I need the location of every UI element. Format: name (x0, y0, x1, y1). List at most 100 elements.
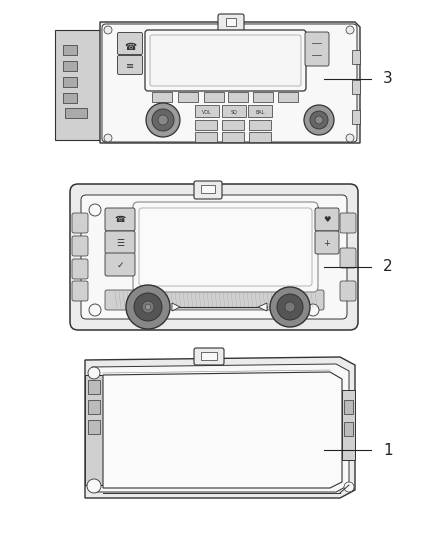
Bar (204, 92, 224, 102)
Bar (342, 390, 355, 460)
Circle shape (315, 116, 323, 124)
Circle shape (307, 304, 319, 316)
Circle shape (104, 26, 112, 34)
Bar (63, 93, 77, 103)
FancyBboxPatch shape (133, 202, 318, 292)
FancyBboxPatch shape (218, 14, 244, 32)
Bar (222, 105, 246, 117)
Circle shape (346, 134, 354, 142)
Bar (201, 185, 215, 193)
Circle shape (307, 204, 319, 216)
Bar (152, 92, 172, 102)
FancyBboxPatch shape (315, 231, 339, 254)
Bar (344, 400, 353, 414)
Bar (228, 92, 248, 102)
Circle shape (158, 115, 168, 125)
FancyBboxPatch shape (105, 231, 135, 254)
FancyBboxPatch shape (117, 55, 142, 75)
Bar (178, 92, 198, 102)
Circle shape (277, 294, 303, 320)
Text: +: + (324, 238, 330, 247)
Bar (226, 18, 236, 26)
Bar (63, 45, 77, 55)
Text: ☰: ☰ (116, 238, 124, 247)
Circle shape (152, 109, 174, 131)
Circle shape (304, 105, 334, 135)
Bar (65, 108, 87, 118)
FancyBboxPatch shape (150, 35, 301, 86)
FancyBboxPatch shape (105, 253, 135, 276)
Circle shape (344, 482, 354, 492)
FancyBboxPatch shape (315, 208, 339, 231)
Circle shape (88, 367, 100, 379)
Circle shape (89, 304, 101, 316)
Text: ☎: ☎ (124, 42, 136, 52)
Polygon shape (258, 303, 267, 311)
Polygon shape (55, 30, 100, 140)
FancyBboxPatch shape (340, 213, 356, 233)
Bar (222, 132, 244, 142)
Circle shape (126, 285, 170, 329)
Text: ✓: ✓ (116, 261, 124, 270)
Bar (201, 352, 217, 360)
Text: ☎: ☎ (114, 215, 126, 224)
Bar (248, 105, 272, 117)
Text: 3: 3 (383, 71, 393, 86)
Bar (85, 375, 103, 485)
Text: 2: 2 (383, 259, 393, 274)
Circle shape (346, 26, 354, 34)
Text: 1: 1 (383, 443, 393, 458)
FancyBboxPatch shape (72, 213, 88, 233)
FancyBboxPatch shape (105, 208, 135, 231)
Bar (344, 422, 353, 436)
FancyBboxPatch shape (305, 32, 329, 66)
Bar (352, 50, 360, 64)
Circle shape (146, 103, 180, 137)
Circle shape (142, 301, 154, 313)
Bar (195, 132, 217, 142)
Bar (222, 120, 244, 130)
Bar (88, 420, 100, 434)
Circle shape (134, 293, 162, 321)
FancyBboxPatch shape (72, 259, 88, 279)
FancyBboxPatch shape (139, 208, 312, 286)
Text: BAL: BAL (255, 109, 265, 115)
Bar (249, 132, 271, 142)
FancyBboxPatch shape (70, 184, 358, 330)
Polygon shape (172, 303, 180, 311)
Circle shape (310, 111, 328, 129)
Polygon shape (92, 364, 349, 492)
Text: ♥: ♥ (323, 215, 331, 224)
Polygon shape (100, 22, 360, 143)
Polygon shape (103, 372, 342, 488)
Bar (63, 77, 77, 87)
Bar (88, 380, 100, 394)
Bar (249, 120, 271, 130)
FancyBboxPatch shape (81, 195, 347, 319)
Circle shape (89, 204, 101, 216)
FancyBboxPatch shape (72, 281, 88, 301)
Bar (88, 400, 100, 414)
Polygon shape (85, 357, 355, 498)
Bar (63, 61, 77, 71)
Circle shape (270, 287, 310, 327)
Bar (195, 120, 217, 130)
Circle shape (145, 304, 151, 310)
Circle shape (104, 134, 112, 142)
Bar (253, 92, 273, 102)
Circle shape (87, 479, 101, 493)
FancyBboxPatch shape (145, 30, 306, 91)
FancyBboxPatch shape (194, 348, 224, 365)
Circle shape (285, 302, 295, 312)
Text: ≡: ≡ (126, 61, 134, 71)
Bar (352, 110, 360, 124)
FancyBboxPatch shape (340, 248, 356, 268)
Bar (278, 92, 298, 102)
Bar (352, 80, 360, 94)
Bar (195, 105, 219, 117)
FancyBboxPatch shape (102, 24, 357, 142)
FancyBboxPatch shape (340, 281, 356, 301)
Text: SQ: SQ (230, 109, 237, 115)
FancyBboxPatch shape (105, 290, 324, 310)
Text: VOL: VOL (202, 109, 212, 115)
